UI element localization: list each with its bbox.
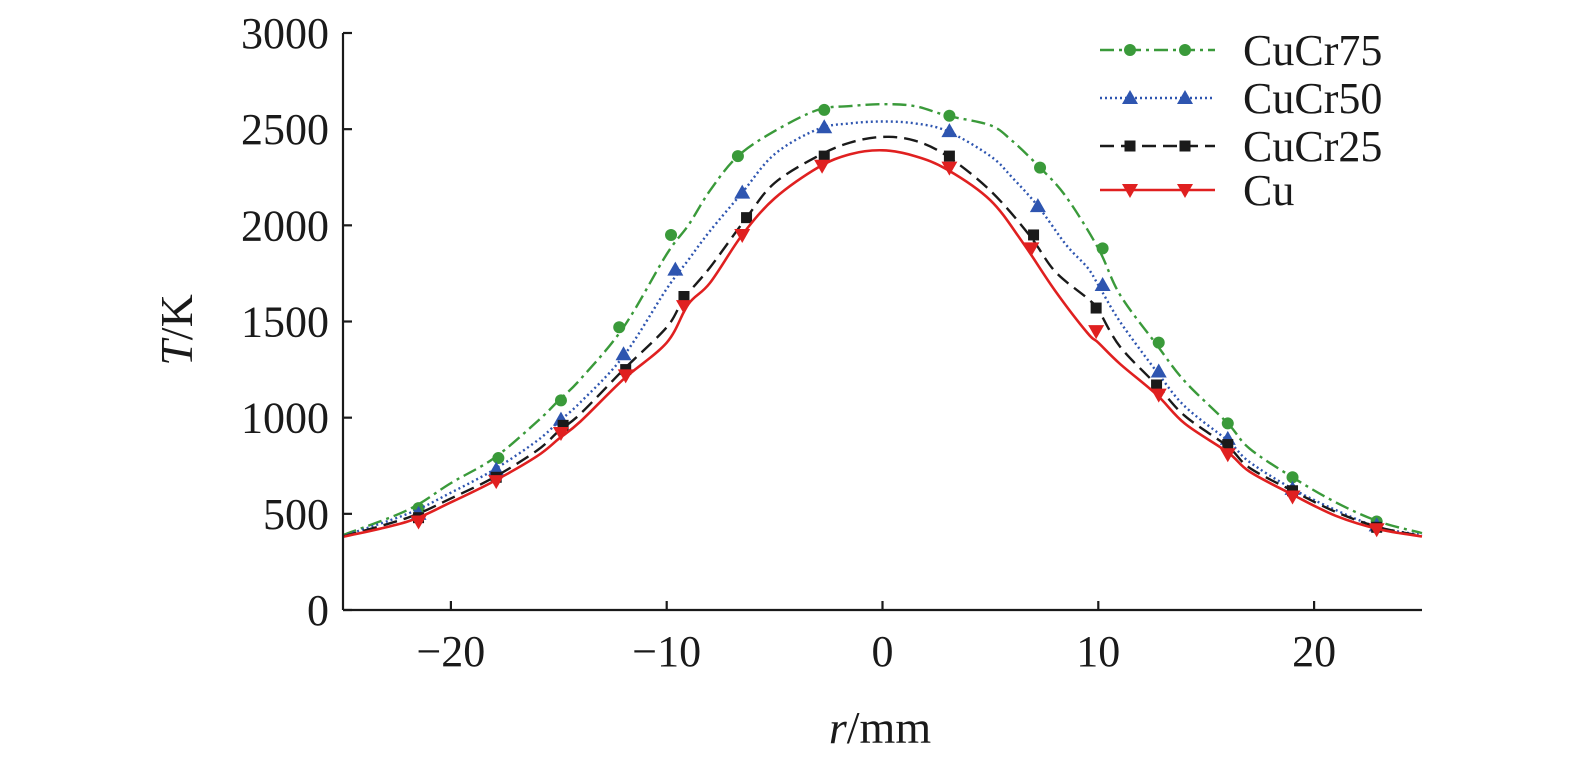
- point-cu: [941, 161, 958, 176]
- point-cu: [814, 159, 831, 174]
- point-cu: [1150, 388, 1167, 403]
- point-cucr75: [1034, 161, 1047, 174]
- point-cucr50: [734, 184, 751, 199]
- point-cucr25: [943, 150, 955, 162]
- legend-marker-cucr50: [1177, 90, 1193, 104]
- y-tick-label: 1000: [241, 394, 329, 443]
- point-cucr25: [818, 150, 830, 162]
- legend-marker-cu: [1122, 184, 1138, 198]
- legend-marker-cu: [1177, 184, 1193, 198]
- point-cucr25: [1151, 379, 1163, 391]
- legend-marker-cucr75: [1179, 44, 1191, 56]
- point-cucr75: [1286, 471, 1299, 484]
- legend-item-cu: Cu: [1100, 166, 1294, 215]
- point-cucr75: [613, 321, 626, 334]
- y-axis-label: T/K: [151, 294, 202, 366]
- point-cucr75: [665, 228, 678, 241]
- legend-item-cucr75: CuCr75: [1100, 26, 1382, 75]
- legend-marker-cucr50: [1122, 90, 1138, 104]
- point-cu: [1088, 325, 1105, 340]
- y-axis-label-symbol: T: [151, 337, 202, 366]
- legend-label-cu: Cu: [1243, 166, 1294, 215]
- point-cu: [617, 369, 634, 384]
- point-cu: [410, 515, 427, 530]
- point-cucr75: [1096, 242, 1109, 255]
- x-tick-label: −10: [632, 627, 701, 676]
- series-cu: [342, 148, 1423, 539]
- x-tick-label: 0: [872, 627, 894, 676]
- point-cucr50: [816, 119, 833, 134]
- point-cucr50: [1094, 276, 1111, 291]
- y-tick-label: 0: [307, 586, 329, 635]
- x-tick-label: 20: [1292, 627, 1336, 676]
- point-cu: [1284, 490, 1301, 505]
- point-cu: [552, 427, 569, 442]
- legend-label-cucr50: CuCr50: [1243, 74, 1382, 123]
- axes: 0 500 1000 1500 2000 2500 3000 −20 −10 0 10 20: [241, 9, 1422, 676]
- point-cucr75: [1152, 336, 1165, 349]
- y-axis-label-unit: /K: [151, 294, 202, 340]
- y-tick-label: 3000: [241, 9, 329, 58]
- legend-marker-cucr25: [1124, 140, 1136, 152]
- point-cucr50: [667, 261, 684, 276]
- point-cucr50: [615, 346, 632, 361]
- legend-label-cucr75: CuCr75: [1243, 26, 1382, 75]
- point-cucr25: [741, 212, 753, 224]
- y-tick-label: 500: [263, 490, 329, 539]
- point-cucr75: [554, 394, 567, 407]
- point-cucr75: [818, 103, 831, 116]
- point-cu: [1219, 448, 1236, 463]
- point-cu: [488, 475, 505, 490]
- point-cucr25: [1222, 439, 1234, 451]
- x-axis-label: r/mm: [829, 702, 931, 753]
- legend-item-cucr25: CuCr25: [1100, 122, 1382, 171]
- plot-area: [342, 103, 1423, 539]
- point-cucr25: [1028, 229, 1040, 241]
- point-cu: [675, 300, 692, 315]
- point-cucr75: [943, 109, 956, 122]
- legend-marker-cucr75: [1124, 44, 1136, 56]
- legend-marker-cucr25: [1179, 140, 1191, 152]
- y-tick-label: 2000: [241, 201, 329, 250]
- y-tick-label: 2500: [241, 105, 329, 154]
- legend-item-cucr50: CuCr50: [1100, 74, 1382, 123]
- point-cucr25: [557, 419, 569, 431]
- y-tick-label: 1500: [241, 298, 329, 347]
- x-axis-label-unit: /mm: [847, 702, 932, 753]
- x-tick-label: 10: [1076, 627, 1120, 676]
- point-cu: [1023, 242, 1040, 257]
- point-cucr75: [1221, 417, 1234, 430]
- point-cucr75: [492, 452, 505, 465]
- x-tick-label: −20: [416, 627, 485, 676]
- point-cucr50: [1029, 198, 1046, 213]
- x-axis-label-symbol: r: [829, 702, 848, 753]
- point-cucr50: [941, 123, 958, 138]
- point-cucr50: [1150, 363, 1167, 378]
- point-cucr25: [1090, 302, 1102, 314]
- point-cu: [1368, 523, 1385, 538]
- point-cu: [734, 228, 751, 243]
- point-cucr75: [731, 150, 744, 163]
- point-cucr25: [678, 290, 690, 302]
- legend-label-cucr25: CuCr25: [1243, 122, 1382, 171]
